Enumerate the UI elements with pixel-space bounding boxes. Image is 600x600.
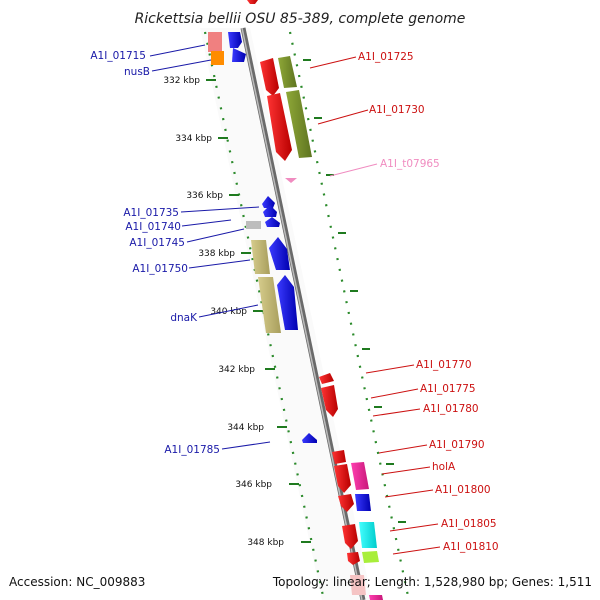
gene-a1i-01730-a[interactable]	[267, 93, 292, 161]
gene-a1i-01805[interactable]	[342, 524, 358, 549]
ruler-label-332: 332 kbp	[163, 76, 200, 86]
ruler-label-336: 336 kbp	[186, 191, 223, 201]
gene-a1i-01745[interactable]	[265, 217, 280, 227]
label-a1i-01745[interactable]: A1I_01745	[129, 237, 185, 249]
label-nusb[interactable]: nusB	[124, 66, 150, 78]
label-a1i-01740[interactable]: A1I_01740	[125, 221, 181, 233]
gene-a1i-01715[interactable]	[208, 32, 222, 52]
right-strand-features	[247, 0, 383, 600]
gene-a1i-01730-b[interactable]	[286, 90, 312, 158]
label-dnak[interactable]: dnaK	[170, 312, 198, 324]
label-a1i-01805[interactable]: A1I_01805	[441, 518, 497, 530]
gene-a1i-01785[interactable]	[302, 433, 317, 443]
gene-a1i-01775[interactable]	[321, 385, 338, 417]
label-a1i-01770[interactable]: A1I_01770	[416, 359, 472, 371]
gene-a1i-01725-b[interactable]	[278, 56, 297, 88]
gene-a1i-01745-pseudo[interactable]	[246, 221, 261, 229]
ruler-label-348: 348 kbp	[247, 538, 284, 548]
gene-top-fragment[interactable]	[247, 0, 258, 4]
gene-a1i-t07965[interactable]	[285, 178, 297, 183]
label-a1i-01800[interactable]: A1I_01800	[435, 484, 491, 496]
gene-a1i-01722[interactable]	[232, 48, 246, 62]
label-a1i-01790[interactable]: A1I_01790	[429, 439, 485, 451]
label-a1i-01750[interactable]: A1I_01750	[132, 263, 188, 275]
label-a1i-01780[interactable]: A1I_01780	[423, 403, 479, 415]
label-a1i-01810[interactable]: A1I_01810	[443, 541, 499, 553]
gene-a1i-01725-a[interactable]	[260, 58, 279, 96]
accession-text: Accession: NC_009883	[9, 575, 146, 589]
label-a1i-01775[interactable]: A1I_01775	[420, 383, 476, 395]
gene-a1i-01720[interactable]	[228, 32, 242, 48]
ruler-label-346: 346 kbp	[235, 480, 272, 490]
gene-hola[interactable]	[351, 462, 369, 490]
gene-hola-a[interactable]	[334, 464, 351, 493]
ruler-ticks	[206, 59, 406, 543]
label-a1i-t07965[interactable]: A1I_t07965	[380, 158, 440, 170]
label-a1i-01715[interactable]: A1I_01715	[90, 50, 146, 62]
gene-nusb[interactable]	[211, 51, 224, 65]
label-a1i-01785[interactable]: A1I_01785	[164, 444, 220, 456]
genome-summary: Topology: linear; Length: 1,528,980 bp; …	[272, 575, 592, 589]
label-hola[interactable]: holA	[432, 461, 456, 473]
gene-a1i-01750-b[interactable]	[269, 237, 290, 270]
gene-dnak[interactable]	[277, 275, 298, 330]
right-label-connectors	[309, 56, 441, 555]
gene-a1i-01805-b[interactable]	[359, 522, 377, 548]
gene-a1i-01815[interactable]	[350, 575, 366, 595]
label-a1i-01730[interactable]: A1I_01730	[369, 104, 425, 116]
gene-a1i-01790[interactable]	[332, 450, 346, 464]
gene-a1i-01810[interactable]	[347, 552, 360, 565]
left-strand-features	[208, 32, 377, 548]
map-title: Rickettsia bellii OSU 85-389, complete g…	[135, 11, 466, 27]
gene-a1i-01770[interactable]	[319, 373, 334, 384]
gene-a1i-01820[interactable]	[369, 595, 383, 600]
ruler-label-338: 338 kbp	[198, 249, 235, 259]
gene-a1i-01750-a[interactable]	[251, 240, 270, 274]
gene-a1i-01740[interactable]	[263, 205, 277, 217]
gene-dnak-a[interactable]	[258, 277, 281, 333]
gene-a1i-01735[interactable]	[262, 196, 275, 208]
left-label-connectors	[149, 44, 271, 450]
gene-a1i-01800-b[interactable]	[355, 494, 371, 511]
label-a1i-01725[interactable]: A1I_01725	[358, 51, 414, 63]
ruler-label-342: 342 kbp	[218, 365, 255, 375]
gene-a1i-01800[interactable]	[338, 494, 354, 512]
ruler-label-344: 344 kbp	[227, 423, 264, 433]
gene-a1i-01812[interactable]	[362, 551, 379, 563]
ruler-label-340: 340 kbp	[210, 307, 247, 317]
label-a1i-01735[interactable]: A1I_01735	[123, 207, 179, 219]
ruler-label-334: 334 kbp	[175, 134, 212, 144]
